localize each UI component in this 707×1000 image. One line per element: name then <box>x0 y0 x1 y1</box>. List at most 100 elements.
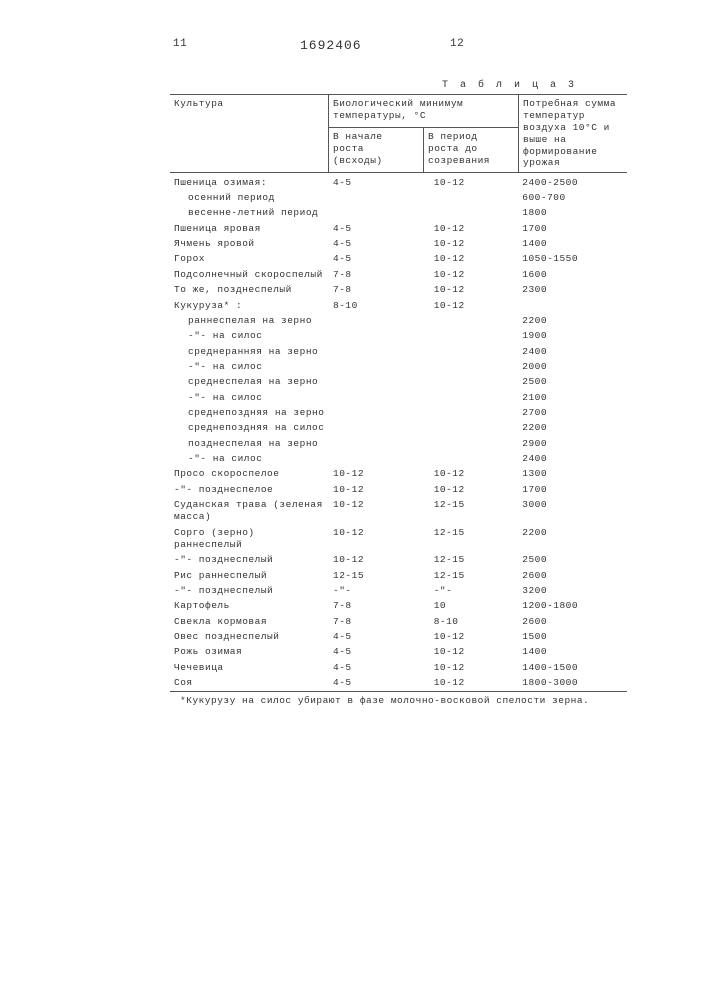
cell-sum: 1300 <box>518 467 627 482</box>
table-row: -"- позднеспелый-"--"-3200 <box>170 584 627 599</box>
cell-culture: -"- позднеспелый <box>170 553 329 568</box>
cell-sum: 1200-1800 <box>518 599 627 614</box>
cell-period: 12-15 <box>430 525 519 553</box>
table-row: среднепоздняя на зерно2700 <box>170 405 627 420</box>
table-row: Горох4-510-121050-1550 <box>170 252 627 267</box>
page-num-right: 12 <box>450 38 464 50</box>
cell-period <box>430 191 519 206</box>
cell-start <box>329 436 430 451</box>
cell-sum: 2500 <box>518 553 627 568</box>
cell-start <box>329 405 430 420</box>
table-footnote: *Кукурузу на силос убирают в фазе молочн… <box>170 695 627 706</box>
cell-period: 12-15 <box>430 497 519 525</box>
table-row: -"- на силос 1900 <box>170 329 627 344</box>
cell-sum: 1800-3000 <box>518 676 627 691</box>
cell-sum: 2400 <box>518 451 627 466</box>
table-row: Сорго (зерно) раннеспелый10-1212-152200 <box>170 525 627 553</box>
table-header: Культура Биологический минимум температу… <box>170 95 627 172</box>
cell-sum: 1700 <box>518 221 627 236</box>
cell-sum: 2500 <box>518 375 627 390</box>
table-row: позднеспелая на зерно2900 <box>170 436 627 451</box>
cell-period <box>430 390 519 405</box>
cell-start: 4-5 <box>329 630 430 645</box>
cell-start: 4-5 <box>329 645 430 660</box>
cell-culture: Свекла кормовая <box>170 614 329 629</box>
cell-culture: -"- на силос <box>170 329 329 344</box>
cell-sum: 2200 <box>518 421 627 436</box>
cell-culture: Горох <box>170 252 329 267</box>
cell-sum: 3200 <box>518 584 627 599</box>
header-bio-group: Биологический минимум температуры, °С <box>329 95 519 127</box>
cell-sum: 2100 <box>518 390 627 405</box>
page-num-left: 11 <box>173 38 187 50</box>
cell-start: 4-5 <box>329 252 430 267</box>
cell-period: 8-10 <box>430 614 519 629</box>
cell-sum: 3000 <box>518 497 627 525</box>
table-3: Т а б л и ц а 3 Культура Биологический м… <box>170 80 627 706</box>
cell-start: 7-8 <box>329 599 430 614</box>
header-start-growth: В начале роста (всходы) <box>329 127 424 172</box>
table-row: Ячмень яровой4-510-121400 <box>170 237 627 252</box>
cell-sum: 1050-1550 <box>518 252 627 267</box>
cell-period: 12-15 <box>430 568 519 583</box>
table-row: среднеспелая на зерно 2500 <box>170 375 627 390</box>
cell-culture: То же, позднеспелый <box>170 283 329 298</box>
cell-start: 4-5 <box>329 237 430 252</box>
cell-culture: Картофель <box>170 599 329 614</box>
cell-start: 7-8 <box>329 267 430 282</box>
cell-sum: 1500 <box>518 630 627 645</box>
cell-start <box>329 359 430 374</box>
table-row: раннеспелая на зерно2200 <box>170 313 627 328</box>
cell-start: 4-5 <box>329 175 430 190</box>
table-row: Рис раннеспелый12-1512-152600 <box>170 568 627 583</box>
cell-sum: 2300 <box>518 283 627 298</box>
table-row: Кукуруза* :8-1010-12 <box>170 298 627 313</box>
table-row: Чечевица4-510-121400-1500 <box>170 660 627 675</box>
cell-culture: раннеспелая на зерно <box>170 313 329 328</box>
table-row: Просо скороспелое10-1210-121300 <box>170 467 627 482</box>
header-growth-period: В период роста до созревания <box>424 127 519 172</box>
cell-period: 10 <box>430 599 519 614</box>
table-row: Пшеница озимая:4-510-122400-2500 <box>170 175 627 190</box>
table-row: -"- позднеспелый10-1212-152500 <box>170 553 627 568</box>
table-row: Картофель7-8101200-1800 <box>170 599 627 614</box>
cell-period: 10-12 <box>430 482 519 497</box>
table-row: Пшеница яровая4-510-121700 <box>170 221 627 236</box>
cell-culture: Подсолнечный скороспелый <box>170 267 329 282</box>
cell-period: 10-12 <box>430 175 519 190</box>
cell-period: 10-12 <box>430 298 519 313</box>
cell-culture: среднеспелая на зерно <box>170 375 329 390</box>
cell-culture: Кукуруза* : <box>170 298 329 313</box>
cell-period <box>430 436 519 451</box>
cell-period <box>430 344 519 359</box>
cell-period: 10-12 <box>430 630 519 645</box>
cell-start <box>329 329 430 344</box>
cell-culture: весенне-летний период <box>170 206 329 221</box>
cell-sum: 1400 <box>518 645 627 660</box>
cell-culture: позднеспелая на зерно <box>170 436 329 451</box>
cell-sum: 2200 <box>518 525 627 553</box>
cell-sum: 1400 <box>518 237 627 252</box>
cell-period: 10-12 <box>430 252 519 267</box>
cell-start: 10-12 <box>329 553 430 568</box>
cell-start: 7-8 <box>329 614 430 629</box>
header-temp-sum: Потребная сумма температур воздуха 10°С … <box>519 95 628 172</box>
cell-sum: 1900 <box>518 329 627 344</box>
cell-sum: 2400-2500 <box>518 175 627 190</box>
cell-start: 10-12 <box>329 497 430 525</box>
cell-start <box>329 375 430 390</box>
cell-culture: Рис раннеспелый <box>170 568 329 583</box>
cell-start: 10-12 <box>329 525 430 553</box>
cell-start: 4-5 <box>329 221 430 236</box>
cell-sum: 2000 <box>518 359 627 374</box>
cell-period: 12-15 <box>430 553 519 568</box>
cell-start <box>329 344 430 359</box>
cell-start: 12-15 <box>329 568 430 583</box>
cell-period <box>430 329 519 344</box>
cell-start <box>329 451 430 466</box>
table-row: Свекла кормовая7-88-102600 <box>170 614 627 629</box>
cell-period: 10-12 <box>430 660 519 675</box>
table-row: -"- на силос2100 <box>170 390 627 405</box>
table-row: Суданская трава (зеленая масса)10-1212-1… <box>170 497 627 525</box>
cell-period: -"- <box>430 584 519 599</box>
